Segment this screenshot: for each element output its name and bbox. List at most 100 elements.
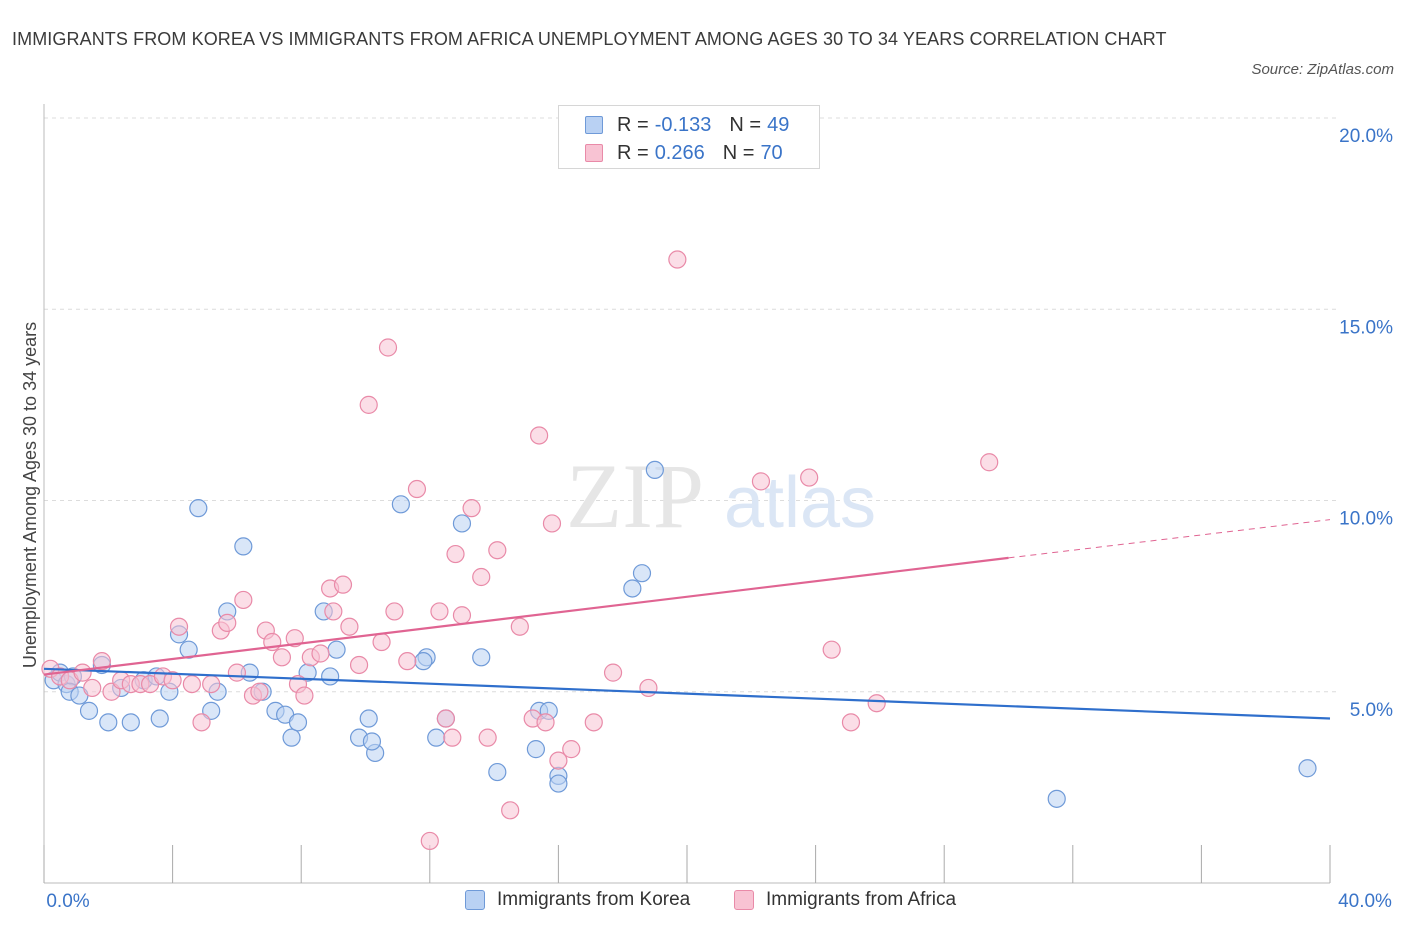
r-label: R = (617, 141, 649, 164)
korea-point (414, 652, 433, 671)
africa-trend-extension (1008, 519, 1331, 559)
korea-point (121, 713, 140, 732)
watermark: ZIP atlas (566, 445, 876, 547)
x-tick-label: 40.0% (1338, 891, 1392, 912)
korea-point (427, 728, 446, 747)
africa-swatch (585, 144, 603, 162)
points-layer (41, 250, 1317, 851)
source-label: Source: ZipAtlas.com (1251, 61, 1394, 78)
africa-point (324, 602, 343, 621)
africa-point (192, 713, 211, 732)
africa-point (333, 575, 353, 594)
africa-point (867, 694, 886, 713)
africa-point (234, 590, 253, 610)
legend-label-korea: Immigrants from Korea (497, 889, 691, 910)
n-value-africa: 70 (760, 141, 783, 164)
n-label: N = (722, 141, 755, 164)
africa-point (349, 655, 369, 675)
africa-point (340, 617, 359, 636)
y-tick-label: 5.0% (1350, 700, 1393, 721)
korea-point (362, 732, 382, 751)
korea-trend-line (43, 667, 1331, 720)
series-legend: Immigrants from Korea Immigrants from Af… (0, 889, 1406, 915)
legend-item-korea[interactable]: Immigrants from Korea (465, 889, 690, 911)
africa-point (510, 617, 529, 636)
africa-point (430, 602, 449, 621)
africa-point (272, 648, 292, 667)
africa-point (182, 674, 201, 694)
korea-point (391, 495, 410, 514)
africa-trend-line (43, 556, 1009, 676)
chart-title: IMMIGRANTS FROM KOREA VS IMMIGRANTS FROM… (12, 29, 1167, 49)
africa-point (668, 250, 687, 269)
africa-point (980, 453, 999, 472)
africa-point (250, 682, 269, 701)
korea-point (452, 514, 472, 533)
africa-point (542, 514, 562, 533)
korea-legend-swatch (465, 890, 485, 910)
africa-legend-swatch (734, 890, 754, 910)
africa-point (385, 602, 404, 621)
stats-row-africa: R = 0.266 N = 70 (585, 140, 783, 166)
africa-point (227, 663, 246, 682)
r-value-africa: 0.266 (654, 141, 705, 164)
n-label: N = (729, 113, 762, 136)
africa-point (169, 617, 189, 636)
africa-point (462, 499, 481, 518)
korea-point (189, 499, 208, 518)
legend-item-africa[interactable]: Immigrants from Africa (734, 889, 956, 911)
africa-point (311, 644, 330, 663)
africa-point (378, 338, 398, 357)
korea-swatch (585, 116, 603, 134)
korea-point (321, 667, 340, 686)
legend-label-africa: Immigrants from Africa (766, 889, 957, 910)
n-value-korea: 49 (767, 113, 790, 136)
korea-point (327, 640, 346, 659)
korea-point (179, 640, 198, 659)
korea-point (99, 713, 118, 732)
korea-point (1298, 759, 1317, 778)
r-value-korea: -0.133 (654, 113, 712, 136)
africa-point (472, 567, 491, 587)
africa-point (530, 426, 549, 445)
africa-point (536, 713, 555, 732)
korea-point (150, 709, 169, 728)
africa-point (800, 468, 819, 487)
korea-point (234, 537, 253, 556)
korea-point (288, 713, 308, 732)
africa-point (295, 686, 314, 705)
africa-point (478, 728, 497, 747)
africa-point (92, 652, 111, 671)
africa-point (83, 678, 102, 698)
korea-point (359, 709, 378, 728)
africa-point (436, 709, 455, 728)
africa-point (639, 678, 658, 698)
korea-point (488, 762, 507, 782)
stats-row-korea: R = -0.133 N = 49 (585, 112, 789, 138)
korea-point (1047, 789, 1066, 808)
r-label: R = (617, 113, 649, 136)
africa-point (584, 713, 603, 732)
africa-point (163, 671, 182, 690)
africa-point (359, 395, 378, 414)
trend-layer (43, 519, 1331, 720)
korea-point (623, 579, 642, 598)
africa-point (841, 713, 861, 732)
watermark-atlas: atlas (724, 463, 876, 543)
africa-point (398, 652, 417, 671)
x-tick-label: 0.0% (46, 891, 89, 912)
korea-point (472, 648, 491, 667)
africa-point (202, 674, 221, 694)
africa-point (420, 831, 439, 851)
axis-layer: 5.0% 10.0% 15.0% 20.0% 0.0% 40.0% (43, 104, 1393, 912)
africa-point (822, 640, 841, 659)
africa-point (603, 663, 623, 682)
watermark-zip: ZIP (566, 445, 704, 547)
y-tick-label: 15.0% (1339, 317, 1393, 338)
africa-point (452, 606, 472, 625)
korea-point (79, 701, 99, 720)
africa-point (73, 663, 92, 682)
africa-point (562, 740, 581, 759)
y-tick-label: 20.0% (1339, 126, 1393, 147)
